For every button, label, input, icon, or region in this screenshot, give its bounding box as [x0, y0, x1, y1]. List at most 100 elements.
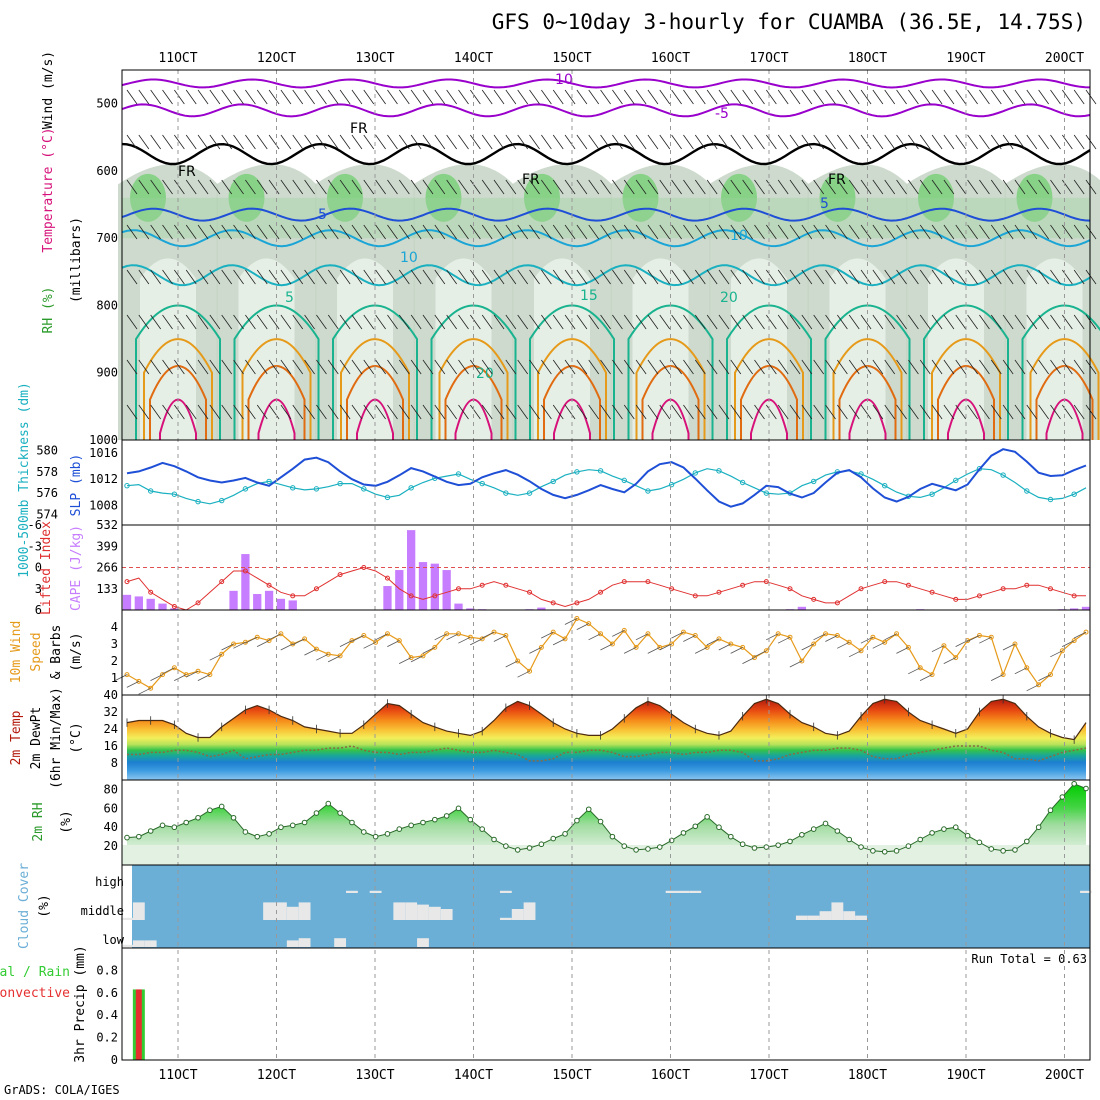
wind-speed-point: [1000, 672, 1006, 678]
wind-barb: [174, 224, 185, 240]
wind-barb: [659, 134, 671, 150]
cape-bar: [418, 562, 428, 610]
wind-barb: [470, 359, 481, 375]
cloud-bar: [1080, 890, 1092, 893]
wind-barb: [126, 134, 138, 150]
wind-barb: [398, 269, 410, 285]
wind-barb: [600, 89, 611, 105]
wind-barb: [801, 89, 813, 105]
cloud-bar: [831, 902, 844, 920]
wind-barb: [706, 224, 718, 240]
wind-barb: [446, 359, 457, 375]
wind-barb: [233, 404, 244, 420]
cloud-bar: [263, 902, 275, 920]
wind-barb: [174, 89, 185, 105]
wind-barb: [908, 179, 919, 195]
wind-barb: [919, 404, 931, 420]
wind-barb: [446, 314, 457, 330]
wind-barb: [233, 269, 244, 285]
wind-barb: [351, 404, 363, 420]
wind-barb: [517, 134, 529, 150]
wind-tick: 1: [111, 671, 118, 685]
rh-point: [633, 847, 639, 853]
pressure-tick: 800: [96, 298, 118, 312]
wind-barb: [493, 269, 505, 285]
wind-barb: [659, 404, 671, 420]
wind-barb: [280, 314, 292, 330]
date-label-top: 18OCT: [848, 51, 887, 66]
wind-barb: [777, 359, 789, 375]
surface-wind-barb: [683, 635, 696, 642]
precip-total-label: Total / Rain: [0, 965, 70, 980]
wind-barb: [517, 404, 529, 420]
surface-wind-barb: [552, 638, 566, 646]
wind-barb: [612, 134, 623, 150]
wind-barb: [162, 269, 173, 285]
wind-barb: [931, 359, 943, 375]
wind-barb: [825, 359, 836, 375]
wind-barb: [552, 269, 564, 285]
wind-barb: [552, 179, 564, 195]
wind-barb: [1050, 134, 1061, 150]
wind-barb: [1073, 404, 1085, 420]
wind-barb: [742, 179, 753, 195]
wind-barb: [730, 314, 742, 330]
slp-tick: 1016: [89, 446, 118, 460]
wind-barb: [623, 404, 635, 420]
wind-barb: [766, 404, 777, 420]
surface-wind-barb: [470, 638, 483, 646]
wind-barb: [517, 359, 529, 375]
wind-barb: [647, 314, 659, 330]
wind-barb: [375, 89, 386, 105]
wind-barb: [860, 89, 872, 105]
wind-speed-point: [633, 644, 639, 650]
wind-barb: [552, 89, 564, 105]
temperature-tick: 16: [104, 739, 118, 753]
wind-barb: [410, 269, 422, 285]
lifted-index-axis-label: Lifted Index: [39, 521, 54, 615]
wind-barb: [623, 314, 635, 330]
temperature-axis-label: Temperature (°C): [41, 127, 56, 252]
wind-barb: [955, 179, 967, 195]
wind-barb: [1038, 359, 1049, 375]
wind-barb: [410, 179, 422, 195]
thickness-axis-label: 1000-500mb Thickness (dm): [17, 382, 32, 578]
surface-wind-barb: [410, 655, 424, 663]
wind-barb: [197, 314, 209, 330]
wind-barb: [316, 134, 327, 150]
wind-panel-label: Speed: [29, 632, 44, 671]
surface-wind-barb: [671, 631, 684, 639]
surface-wind-barb: [564, 618, 578, 625]
wind-speed-point: [870, 634, 876, 640]
wind-barb: [635, 359, 647, 375]
wind-barb: [825, 314, 836, 330]
wind-barb: [754, 224, 765, 240]
wind-barb: [576, 314, 588, 330]
precip-axis-label: 3hr Precip (mm): [73, 945, 88, 1062]
wind-barb: [197, 89, 209, 105]
date-label-bottom: 14OCT: [454, 1068, 493, 1083]
wind-barb: [837, 89, 848, 105]
wind-barb: [931, 224, 943, 240]
thickness-point: [361, 486, 367, 492]
wind-barb: [245, 314, 256, 330]
surface-wind-barb: [245, 636, 258, 644]
rh-shade-dry: [140, 258, 196, 440]
wind-barb: [292, 224, 304, 240]
temperature-tick: 40: [104, 688, 118, 702]
wind-axis-label: Wind (m/s): [41, 51, 56, 129]
surface-wind-barb: [209, 653, 222, 661]
wind-barb: [422, 359, 434, 375]
wind-barb: [813, 269, 825, 285]
contour-label: -5: [715, 106, 729, 122]
wind-barb: [896, 134, 907, 150]
wind-barb: [339, 89, 351, 105]
date-label-bottom: 19OCT: [946, 1068, 985, 1083]
cloud-panel-label: (%): [37, 894, 52, 917]
wind-barb: [256, 179, 268, 195]
precip-tick: 0.6: [96, 986, 118, 1000]
wind-speed-point: [420, 653, 426, 659]
cloud-bar: [499, 917, 512, 920]
wind-barb: [150, 269, 162, 285]
wind-barb: [505, 314, 517, 330]
